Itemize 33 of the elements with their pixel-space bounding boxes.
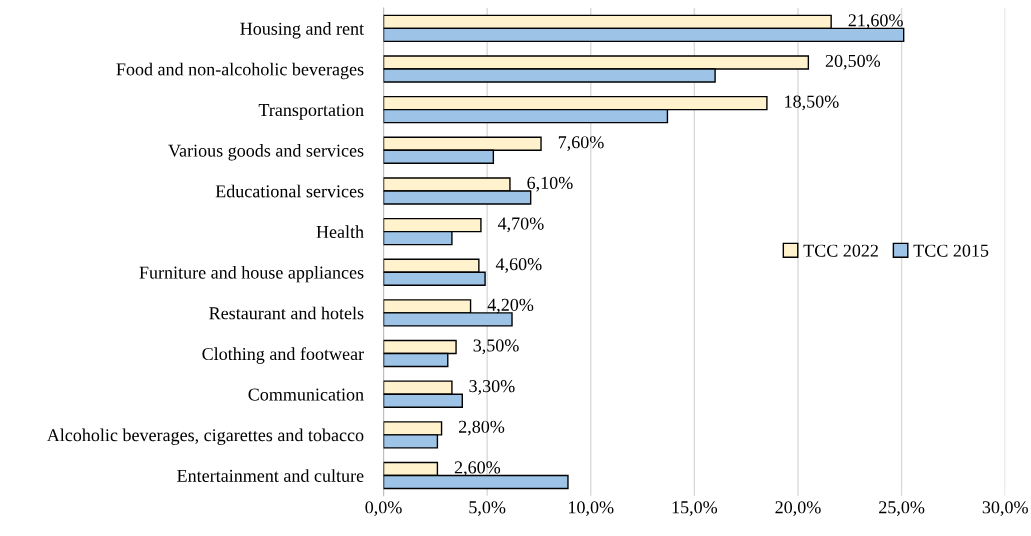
y-tick-label: Clothing and footwear [202,347,364,364]
legend-label: TCC 2015 [913,244,989,257]
y-tick-label: Food and non-alcoholic beverages [116,62,364,80]
data-label: 3,50% [473,339,519,355]
data-label: 7,60% [558,136,604,151]
y-tick-label: Entertainment and culture [177,469,364,482]
y-tick-label: Restaurant and hotels [209,306,364,320]
y-tick-label: Health [316,225,364,239]
y-tick-label: Transportation [258,103,364,120]
data-label: 4,60% [495,258,542,273]
data-label: 4,20% [487,298,534,314]
y-tick-label: Communication [248,388,364,401]
y-tick-label: Housing and rent [240,22,364,39]
x-tick-label: 10,0% [569,501,614,516]
data-label: 21,60% [848,14,903,29]
x-tick-label: 30,0% [982,501,1028,516]
x-tick-label: 15,0% [672,501,718,516]
x-tick-label: 0,0% [365,501,402,516]
x-tick-label: 20,0% [775,501,821,516]
y-tick-label: Various goods and services [168,144,364,161]
y-tick-label: Educational services [215,184,364,198]
legend-label: TCC 2022 [803,244,878,257]
x-tick-label: 25,0% [879,501,925,516]
data-label: 18,50% [785,95,839,111]
data-label: 3,30% [469,380,515,395]
data-label: 2,60% [454,461,501,477]
y-tick-label: Furniture and house appliances [139,265,364,283]
x-tick-label: 5,0% [469,501,506,516]
data-label: 20,50% [825,54,881,70]
data-label: 2,80% [459,420,505,436]
data-label: 4,70% [497,217,544,233]
y-tick-label: Alcoholic beverages, cigarettes and tobacco [46,428,364,445]
data-label: 6,10% [527,176,573,192]
